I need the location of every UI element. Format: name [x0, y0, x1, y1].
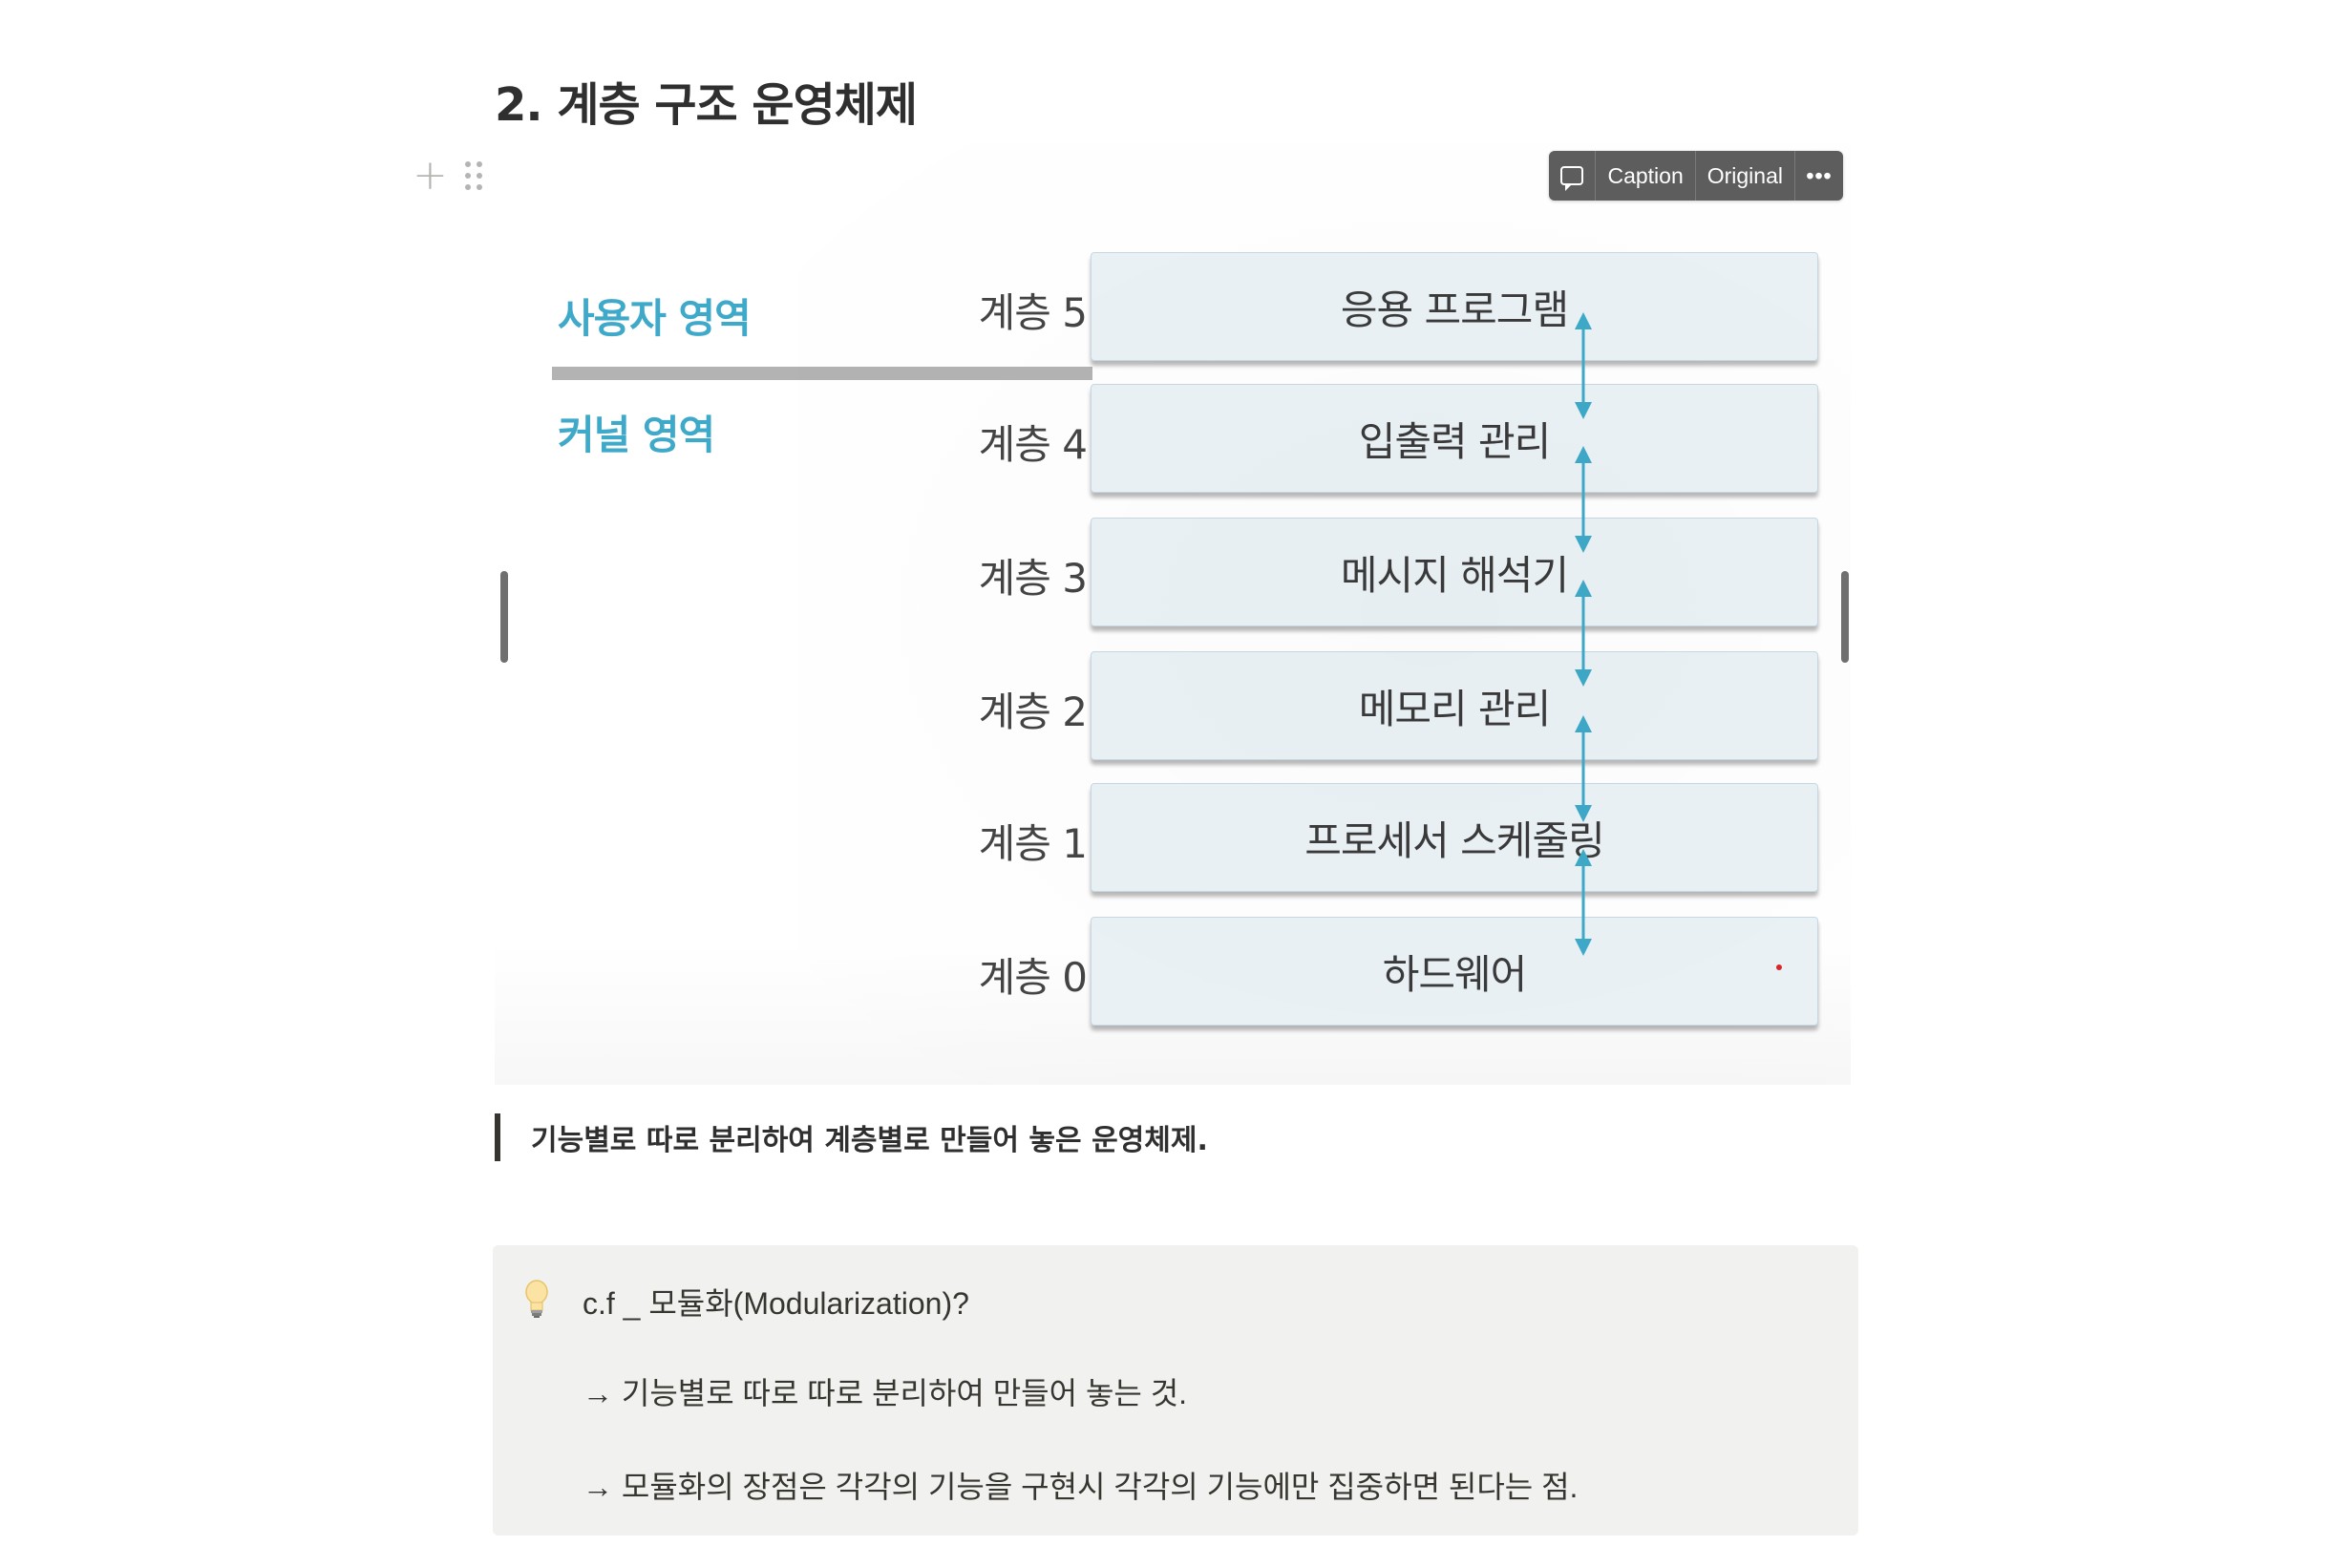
callout-line-2: → 모듈화의 장점은 각각의 기능을 구현시 각각의 기능에만 집중하면 된다는… — [583, 1470, 1579, 1504]
callout-line-1: → 기능별로 따로 따로 분리하여 만들어 놓는 것. — [583, 1376, 1188, 1410]
callout-title: c.f _ 모듈화(Modularization)? — [583, 1286, 969, 1321]
user-area-label: 사용자 영역 — [558, 295, 752, 342]
image-toolbar: Caption Original ••• — [1549, 151, 1843, 201]
kernel-area-label: 커널 영역 — [558, 412, 715, 458]
layered-os-diagram: 사용자 영역 커널 영역 계층 5 응용 프로그램 계층 4 입출력 관리 계층… — [495, 143, 1851, 1085]
layer-2-label: 계층 2 — [978, 689, 1088, 735]
quote-block: 기능별로 따로 분리하여 계층별로 만들어 놓은 운영체제. — [495, 1113, 1208, 1161]
block-handle[interactable]: + — [413, 155, 482, 197]
image-resize-handle-left[interactable] — [500, 571, 508, 663]
comment-icon — [1560, 166, 1584, 191]
callout-block: c.f _ 모듈화(Modularization)? → 기능별로 따로 따로 … — [493, 1245, 1858, 1536]
layer-5-label: 계층 5 — [978, 289, 1088, 336]
layer-3-box: 메시지 해석기 — [1091, 518, 1818, 626]
image-resize-handle-right[interactable] — [1841, 571, 1849, 663]
quote-text: 기능별로 따로 분리하여 계층별로 만들어 놓은 운영체제. — [531, 1124, 1208, 1157]
lightbulb-icon[interactable] — [519, 1278, 554, 1320]
layer-0-label: 계층 0 — [978, 954, 1088, 1001]
user-kernel-divider — [552, 367, 1092, 380]
image-block[interactable]: 사용자 영역 커널 영역 계층 5 응용 프로그램 계층 4 입출력 관리 계층… — [495, 143, 1851, 1085]
layer-1-label: 계층 1 — [978, 820, 1088, 867]
layer-3-label: 계층 3 — [978, 555, 1088, 602]
layer-2-box: 메모리 관리 — [1091, 651, 1818, 760]
more-options-button[interactable]: ••• — [1806, 162, 1833, 188]
layer-5-box: 응용 프로그램 — [1091, 252, 1818, 361]
layer-1-box: 프로세서 스케줄링 — [1091, 783, 1818, 892]
layer-0-box: 하드웨어 — [1091, 917, 1818, 1026]
add-block-plus-icon[interactable]: + — [413, 151, 448, 200]
layer-4-label: 계층 4 — [978, 421, 1088, 468]
layer-4-box: 입출력 관리 — [1091, 384, 1818, 493]
comment-button[interactable] — [1549, 151, 1597, 201]
original-button[interactable]: Original — [1696, 151, 1795, 201]
page-title: 2. 계층 구조 운영체제 — [495, 78, 918, 132]
caption-button[interactable]: Caption — [1596, 151, 1696, 201]
drag-handle-icon[interactable] — [464, 161, 482, 190]
red-dot-mark — [1776, 964, 1782, 970]
